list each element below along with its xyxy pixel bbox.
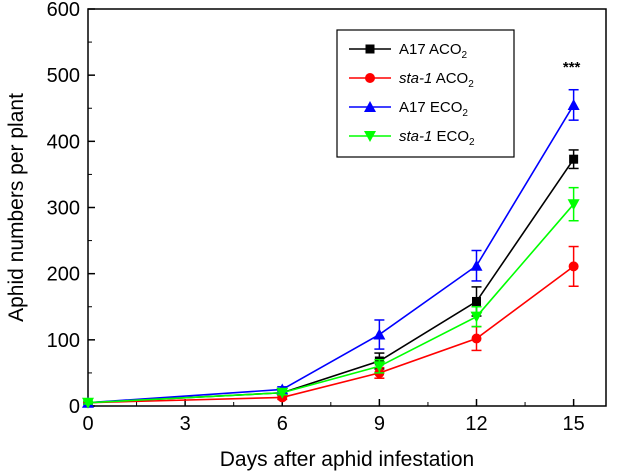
y-tick-label: 600 [47, 0, 80, 21]
series-line [87, 203, 575, 404]
data-point [82, 397, 94, 409]
legend-subscript: 2 [462, 50, 468, 61]
series-layer [82, 88, 580, 409]
x-tick-label: 3 [180, 413, 191, 435]
series-line [87, 265, 575, 404]
data-point [276, 387, 289, 399]
data-point [470, 311, 483, 323]
x-axis-title: Days after aphid infestation [220, 448, 474, 471]
x-tick-label: 0 [82, 413, 93, 435]
data-point [472, 296, 481, 306]
legend-label-1: sta-1 ACO2 [399, 70, 474, 90]
x-tick-label: 6 [277, 413, 288, 435]
data-point [373, 328, 386, 340]
data-point [567, 98, 580, 110]
axes: 0 3 6 9 12 15 0 100 200 300 400 500 600 Days after ap… [5, 0, 607, 471]
y-axis-title: Aphid numbers per plant [5, 93, 28, 322]
legend-marker [364, 101, 376, 112]
data-point [569, 154, 579, 164]
legend-label-0: A17 ACO2 [399, 41, 468, 61]
data-point [373, 361, 386, 373]
legend-marker [365, 73, 375, 83]
legend-marker [364, 131, 376, 142]
y-tick-label: 400 [47, 131, 80, 153]
data-point [471, 333, 482, 344]
legend-subscript: 2 [469, 137, 475, 148]
series-1 [83, 245, 579, 408]
annotations: *** [563, 59, 581, 76]
significance-annotation: *** [563, 59, 581, 76]
data-point [567, 199, 580, 211]
series-line [87, 158, 575, 404]
series-0 [83, 149, 579, 408]
data-point [470, 259, 483, 271]
data-point [568, 261, 579, 272]
legend-main: A17 ECO [399, 99, 462, 116]
x-tick-label: 12 [465, 413, 487, 435]
legend-main: A17 ACO [399, 41, 462, 58]
legend-main: ACO [432, 70, 468, 87]
y-tick-label: 500 [47, 65, 80, 87]
legend-subscript: 2 [468, 79, 474, 90]
x-tick-label: 15 [563, 413, 585, 435]
y-tick-label: 300 [47, 198, 80, 220]
legend-marker [365, 44, 375, 54]
legend-subscript: 2 [462, 108, 468, 119]
series-3 [82, 186, 580, 409]
x-tick-label: 9 [374, 413, 385, 435]
legend-italic: sta-1 [399, 70, 432, 87]
y-tick-label: 200 [47, 264, 80, 286]
legend-label-2: A17 ECO2 [399, 99, 468, 119]
y-tick-label: 0 [69, 396, 80, 418]
legend-main: ECO [432, 128, 469, 145]
y-tick-label: 100 [47, 330, 80, 352]
legend-italic: sta-1 [399, 128, 432, 145]
legend-label-3: sta-1 ECO2 [399, 128, 475, 148]
